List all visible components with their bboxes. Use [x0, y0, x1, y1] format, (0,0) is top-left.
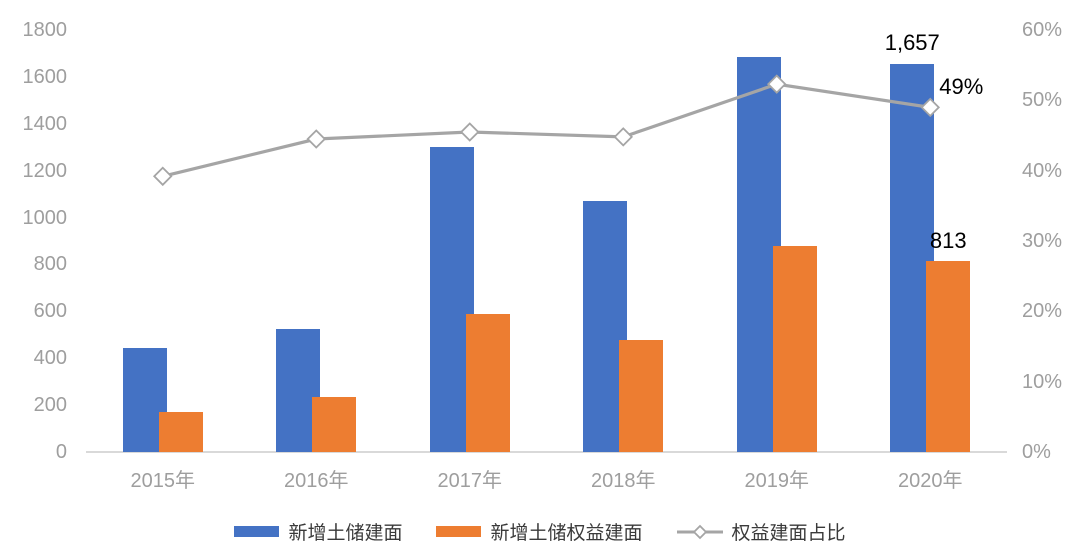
left-axis-tick: 1600: [22, 65, 68, 88]
legend-item-equity-ratio: 权益建面占比: [676, 518, 846, 545]
equity-ratio-line: [162, 82, 931, 178]
diamond-marker-2017年: [459, 122, 480, 142]
bar-equity-2017年: [465, 313, 510, 452]
legend-item-equity-area: 新增土储权益建面: [436, 518, 643, 545]
diamond-marker-2015年: [152, 166, 173, 187]
diamond-marker-2016年: [306, 129, 327, 149]
x-axis-label: 2016年: [284, 470, 349, 492]
x-axis-label: 2018年: [591, 470, 656, 492]
legend-label-equity-ratio: 权益建面占比: [731, 523, 846, 544]
bar-equity-2015年: [158, 411, 203, 452]
legend-item-gross-area: 新增土储建面: [234, 518, 402, 545]
legend-swatch-blue: [234, 526, 280, 537]
right-axis-tick: 0%: [1022, 441, 1051, 463]
x-axis-line: [86, 451, 1007, 453]
left-axis-tick: 0: [55, 441, 67, 463]
left-axis-tick: 1400: [22, 112, 68, 135]
legend-line-diamond-marker-icon: [676, 524, 723, 540]
bar-equity-2020年: [926, 261, 971, 452]
right-axis-tick: 20%: [1022, 300, 1063, 323]
bar-equity-2016年: [312, 396, 357, 452]
bar-equity-2018年: [619, 339, 664, 452]
x-axis-label: 2015年: [130, 470, 196, 492]
data-label-1657: 1,657: [884, 29, 940, 55]
left-axis-tick: 1200: [22, 159, 68, 182]
x-axis-label: 2019年: [744, 470, 810, 492]
bar-equity-2019年: [772, 245, 817, 452]
left-axis-tick: 400: [33, 347, 67, 370]
left-axis-tick: 800: [33, 253, 67, 276]
x-axis-label: 2017年: [437, 470, 503, 492]
right-axis-tick: 60%: [1022, 19, 1063, 41]
x-axis-label: 2020年: [898, 470, 963, 492]
right-axis-tick: 50%: [1022, 89, 1063, 112]
legend-swatch-orange: [436, 526, 482, 537]
left-axis-tick: 200: [33, 394, 67, 417]
right-axis-tick: 30%: [1022, 230, 1063, 252]
data-label-49: 49%: [939, 74, 984, 100]
left-axis-tick: 1000: [22, 206, 68, 229]
legend-label-gross-area: 新增土储建面: [288, 523, 403, 544]
legend: 新增土储建面 新增土储权益建面 权益建面占比: [0, 518, 1080, 545]
left-axis-tick: 1800: [22, 19, 68, 41]
right-axis-tick: 40%: [1022, 159, 1063, 182]
left-axis-tick: 600: [33, 300, 67, 323]
right-axis-tick: 10%: [1022, 370, 1063, 393]
legend-label-equity-area: 新增土储权益建面: [490, 523, 643, 544]
data-label-813: 813: [929, 228, 967, 254]
diamond-marker-2018年: [613, 127, 634, 147]
